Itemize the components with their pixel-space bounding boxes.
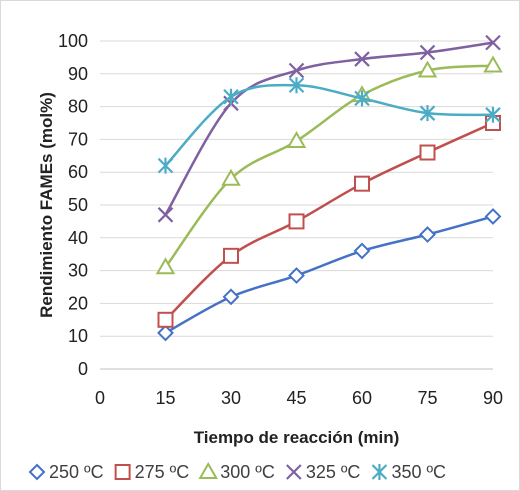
data-point	[286, 130, 307, 148]
data-point	[288, 77, 305, 94]
data-point	[485, 34, 501, 51]
data-point	[221, 168, 241, 186]
y-tick-label: 40	[68, 228, 88, 248]
data-point	[157, 207, 174, 223]
legend-item: 275 ºC	[114, 462, 190, 482]
x-tick-label: 90	[483, 388, 503, 408]
legend-label: 300 ºC	[220, 462, 275, 482]
tick-labels: 0 10 20 30 40 50 60 70 80 90 100 0 15 30 45 60 75 90	[58, 31, 503, 408]
legend-item: 325 ºC	[286, 462, 361, 482]
legend-label: 250 ºC	[49, 462, 104, 482]
y-tick-label: 80	[68, 97, 88, 117]
legend-marker	[114, 464, 131, 480]
x-tick-label: 15	[155, 388, 175, 408]
data-point	[484, 208, 502, 225]
data-point	[223, 88, 239, 105]
y-axis-title: Rendimiento FAMEs (mol%)	[37, 92, 56, 318]
y-tick-label: 20	[68, 293, 88, 313]
data-point	[419, 105, 436, 122]
data-point	[155, 257, 176, 275]
legend-label: 350 ºC	[391, 462, 446, 482]
data-point	[288, 213, 305, 230]
x-tick-label: 45	[286, 388, 306, 408]
data-point	[353, 242, 371, 260]
data-point	[483, 55, 503, 73]
legend-item: 250 ºC	[28, 462, 104, 482]
series-1	[157, 208, 502, 342]
data-point	[419, 144, 436, 161]
legend-marker	[371, 464, 388, 480]
x-tick-label: 30	[221, 388, 241, 408]
legend-marker	[286, 464, 302, 480]
series-line	[164, 83, 494, 167]
legend-label: 275 ºC	[135, 462, 190, 482]
data-point	[223, 247, 239, 264]
series-5	[157, 77, 501, 174]
y-tick-label: 90	[68, 64, 88, 84]
legend: 250 ºC 275 ºC 300 ºC 325 ºC 350 ºC	[28, 461, 446, 482]
y-tick-label: 70	[68, 129, 88, 149]
legend-marker	[28, 463, 46, 481]
data-point	[485, 106, 501, 123]
data-point	[288, 267, 305, 284]
series-line	[164, 215, 494, 335]
legend-marker	[198, 461, 218, 479]
x-tick-label: 75	[417, 388, 437, 408]
x-axis-title: Tiempo de reacción (min)	[194, 428, 400, 447]
data-point	[419, 44, 436, 61]
data-point	[354, 90, 370, 107]
data-point	[417, 60, 438, 78]
legend-item: 350 ºC	[371, 462, 446, 482]
series-2	[157, 115, 501, 328]
x-tick-label: 0	[95, 388, 105, 408]
series-line	[164, 121, 494, 321]
data-point	[222, 288, 240, 306]
data-point	[157, 311, 174, 328]
y-tick-label: 0	[78, 359, 88, 379]
data-point	[419, 226, 436, 243]
series-group	[155, 34, 503, 342]
data-point	[354, 51, 370, 67]
legend-label: 325 ºC	[306, 462, 361, 482]
y-tick-label: 100	[58, 31, 88, 51]
data-point	[354, 175, 370, 192]
y-tick-label: 50	[68, 195, 88, 215]
y-tick-label: 60	[68, 162, 88, 182]
y-tick-label: 30	[68, 261, 88, 281]
data-point	[288, 62, 305, 79]
series-4	[157, 34, 501, 223]
series-line	[164, 64, 494, 269]
x-tick-label: 60	[352, 388, 372, 408]
y-tick-label: 10	[68, 326, 88, 346]
data-point	[157, 324, 174, 342]
data-point	[157, 157, 174, 174]
legend-item: 300 ºC	[198, 461, 275, 482]
series-line	[164, 41, 494, 216]
